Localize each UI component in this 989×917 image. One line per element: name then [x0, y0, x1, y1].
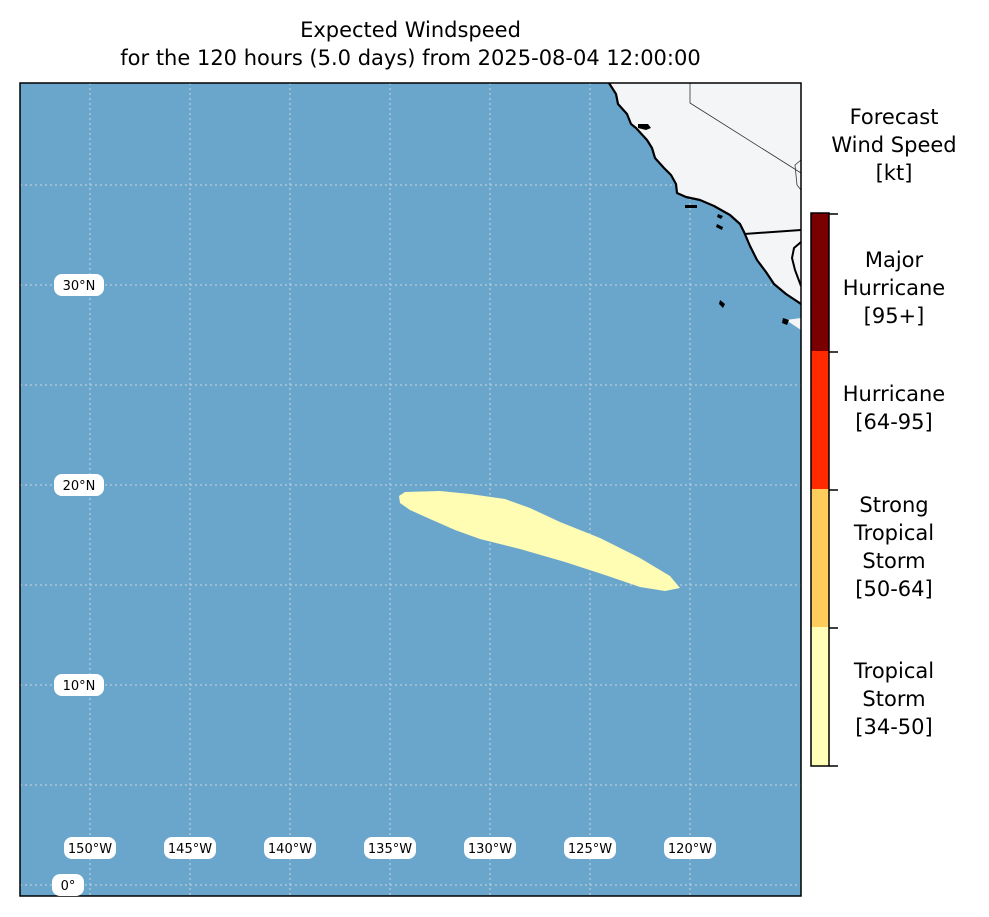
legend-label-major-hurricane: Major Hurricane [95+]	[810, 246, 978, 330]
gridlines	[20, 83, 801, 896]
colorbar	[810, 212, 838, 767]
legend-label-tropical-storm: Tropical Storm [34-50]	[810, 657, 978, 741]
latitude-labels: 30°N 20°N 10°N 0°	[52, 274, 104, 896]
legend-title-line: [kt]	[875, 161, 913, 185]
baja-coastline	[790, 241, 801, 287]
land-mass	[609, 83, 801, 304]
ocean-area	[20, 83, 801, 896]
label-line: Tropical	[853, 659, 935, 683]
lat-label-10n: 10°N	[63, 679, 96, 694]
chart-subtitle: for the 120 hours (5.0 days) from 2025-0…	[120, 46, 701, 70]
colorbar-strong-tropical-storm	[811, 489, 829, 627]
legend-title-line: Wind Speed	[831, 133, 957, 157]
label-line: Strong	[859, 493, 929, 517]
legend-label-strong-tropical-storm: Strong Tropical Storm [50-64]	[810, 491, 978, 603]
coastline	[608, 83, 801, 305]
lat-label-20n: 20°N	[63, 479, 96, 494]
label-line: Tropical	[853, 521, 935, 545]
chart-title: Expected Windspeed	[300, 18, 521, 42]
lon-label-145w: 145°W	[168, 842, 212, 857]
lon-label-150w: 150°W	[68, 842, 112, 857]
lon-label-135w: 135°W	[368, 842, 412, 857]
lat-label-0: 0°	[61, 879, 76, 894]
label-line: [50-64]	[855, 577, 933, 601]
mainland-south	[786, 318, 801, 330]
wind-swath-tropical-storm	[399, 491, 680, 591]
lat-label-30n: 30°N	[63, 279, 96, 294]
label-line: [34-50]	[855, 715, 933, 739]
lon-label-140w: 140°W	[268, 842, 312, 857]
lon-label-125w: 125°W	[568, 842, 612, 857]
colorbar-tropical-storm	[811, 627, 829, 766]
us-mexico-border	[743, 229, 801, 235]
label-line: Hurricane	[842, 276, 946, 300]
label-line: Hurricane	[842, 382, 946, 406]
lon-label-130w: 130°W	[468, 842, 512, 857]
legend-label-hurricane: Hurricane [64-95]	[810, 380, 978, 436]
lon-label-120w: 120°W	[668, 842, 712, 857]
label-line: Storm	[862, 549, 926, 573]
label-line: [95+]	[863, 304, 925, 328]
map-frame	[19, 82, 802, 897]
legend-title: Forecast Wind Speed [kt]	[808, 103, 980, 187]
label-line: Storm	[862, 687, 926, 711]
longitude-labels: 150°W 145°W 140°W 135°W 130°W 125°W 120°…	[64, 837, 716, 859]
label-line: [64-95]	[855, 410, 933, 434]
colorbar-hurricane	[811, 351, 829, 489]
baja-peninsula	[792, 242, 801, 286]
state-borders	[689, 83, 801, 191]
legend-title-line: Forecast	[849, 105, 939, 129]
label-line: Major	[864, 248, 924, 272]
colorbar-major-hurricane	[811, 213, 829, 351]
